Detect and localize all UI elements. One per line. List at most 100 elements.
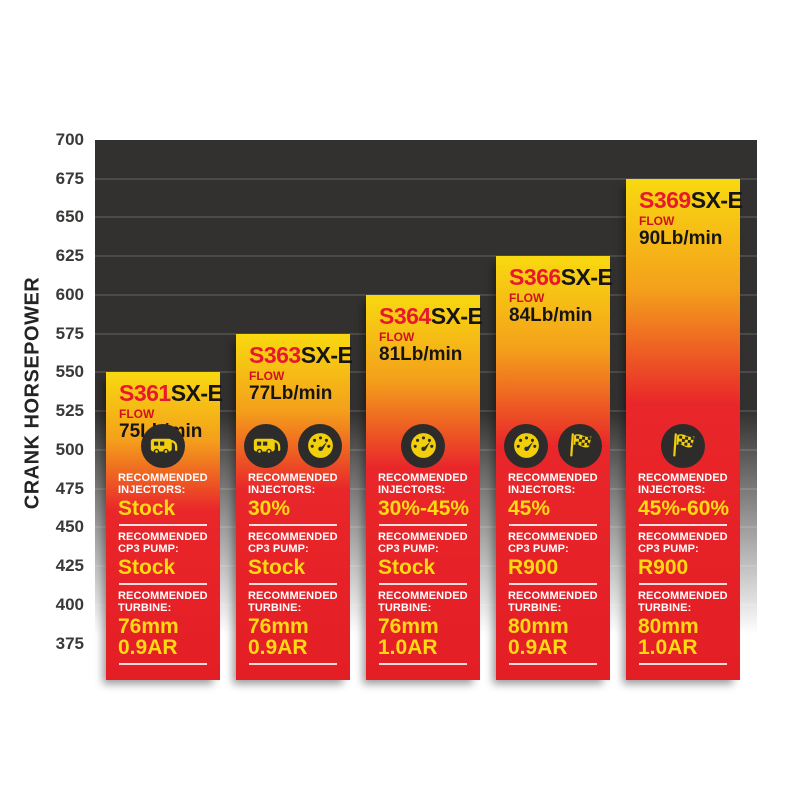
- model-number: S361: [119, 380, 171, 407]
- section-divider: [509, 662, 597, 665]
- section-divider: [249, 662, 337, 665]
- spec-section-header: RECOMMENDED TURBINE:: [248, 589, 338, 614]
- bar-header: S363SX-E FLOW 77Lb/min: [236, 334, 353, 404]
- spec-section-header: RECOMMENDED CP3 PUMP:: [248, 530, 338, 555]
- spec-section-value: 30%-45%: [378, 496, 470, 520]
- model-name: S366SX-E: [509, 264, 613, 291]
- spec-section: RECOMMENDED INJECTORS: 45%: [508, 472, 598, 526]
- checkered-flag-icon: [661, 423, 705, 468]
- model-number: S366: [509, 264, 561, 291]
- bar-specs: RECOMMENDED INJECTORS: 45% RECOMMENDED C…: [496, 423, 610, 680]
- spec-section-header: RECOMMENDED CP3 PUMP:: [638, 530, 728, 555]
- y-tick-label: 650: [55, 207, 84, 227]
- spec-section-value: Stock: [118, 555, 176, 579]
- model-number: S364: [379, 302, 431, 329]
- usage-icons-row: [118, 423, 208, 468]
- spec-section-header: RECOMMENDED INJECTORS:: [248, 471, 338, 496]
- spec-sections: RECOMMENDED INJECTORS: 30%-45% RECOMMEND…: [378, 472, 470, 665]
- model-series: SX-E: [170, 380, 223, 407]
- spec-section: RECOMMENDED CP3 PUMP: Stock: [118, 531, 208, 585]
- model-series: SX-E: [430, 302, 483, 329]
- gridline: [95, 216, 757, 219]
- turbo-bar-s364: S364SX-E FLOW 81Lb/min RECOMMENDED INJEC…: [366, 294, 483, 680]
- section-divider: [509, 523, 597, 526]
- spec-section-value: 45%-60%: [638, 496, 730, 520]
- flow-value: 90Lb/min: [639, 227, 723, 249]
- flow-value: 81Lb/min: [379, 343, 463, 365]
- bar-specs: RECOMMENDED INJECTORS: 30%-45% RECOMMEND…: [366, 423, 480, 680]
- y-tick-label: 700: [55, 130, 84, 149]
- turbo-bar-s366: S366SX-E FLOW 84Lb/min: [496, 256, 613, 680]
- spec-sections: RECOMMENDED INJECTORS: 30% RECOMMENDED C…: [248, 472, 338, 665]
- spec-section-header: RECOMMENDED TURBINE:: [378, 589, 468, 614]
- section-divider: [379, 662, 467, 665]
- section-divider: [379, 582, 467, 585]
- spec-section-header: RECOMMENDED TURBINE:: [118, 589, 208, 614]
- spec-section-header: RECOMMENDED INJECTORS:: [638, 471, 728, 496]
- y-tick-label: 575: [55, 323, 84, 343]
- flow-label: FLOW: [509, 291, 545, 306]
- usage-icons-row: [638, 423, 728, 468]
- spec-section: RECOMMENDED TURBINE: 76mm 1.0AR: [378, 590, 468, 665]
- spec-section-header: RECOMMENDED CP3 PUMP:: [378, 530, 468, 555]
- spec-sections: RECOMMENDED INJECTORS: Stock RECOMMENDED…: [118, 472, 208, 665]
- flow-label: FLOW: [119, 407, 155, 422]
- flow-value: 84Lb/min: [509, 305, 593, 327]
- section-divider: [639, 582, 727, 585]
- model-name: S363SX-E: [249, 341, 353, 368]
- spec-section: RECOMMENDED INJECTORS: Stock: [118, 472, 208, 526]
- gauge-icon: [401, 423, 445, 468]
- y-tick-label: 400: [55, 594, 84, 614]
- section-divider: [639, 662, 727, 665]
- spec-sections: RECOMMENDED INJECTORS: 45%-60% RECOMMEND…: [638, 471, 730, 665]
- spec-section-value: 80mm 0.9AR: [508, 614, 569, 659]
- model-series: SX-E: [300, 341, 353, 368]
- y-tick-label: 550: [55, 362, 84, 382]
- model-number: S363: [249, 341, 301, 368]
- spec-section-value: 45%: [508, 496, 551, 520]
- checkered-flag-icon: [558, 423, 602, 468]
- section-divider: [379, 523, 467, 526]
- turbo-bar-s361: S361SX-E FLOW 75Lb/min RECOMMENDED INJEC…: [106, 372, 223, 680]
- model-name: S364SX-E: [379, 302, 483, 329]
- model-name: S369SX-E: [639, 186, 743, 213]
- spec-section-value: R900: [638, 555, 689, 579]
- model-series: SX-E: [690, 186, 743, 213]
- spec-section: RECOMMENDED INJECTORS: 45%-60%: [638, 471, 730, 526]
- bar-specs: RECOMMENDED INJECTORS: 30% RECOMMENDED C…: [236, 423, 350, 680]
- bar-header: S364SX-E FLOW 81Lb/min: [366, 295, 483, 365]
- spec-section: RECOMMENDED CP3 PUMP: R900: [508, 531, 598, 585]
- spec-section-value: Stock: [118, 496, 176, 520]
- y-tick-label: 625: [55, 246, 84, 266]
- y-tick-label: 450: [55, 517, 84, 537]
- spec-section-header: RECOMMENDED CP3 PUMP:: [508, 530, 598, 555]
- spec-section-header: RECOMMENDED TURBINE:: [508, 589, 598, 614]
- spec-section-value: 76mm 0.9AR: [118, 614, 179, 659]
- bar-specs: RECOMMENDED INJECTORS: 45%-60% RECOMMEND…: [626, 423, 740, 680]
- flow-label: FLOW: [639, 213, 675, 228]
- spec-section-value: 30%: [248, 496, 291, 520]
- gauge-icon: [504, 423, 548, 468]
- y-tick-label: 500: [55, 439, 84, 459]
- spec-section: RECOMMENDED TURBINE: 80mm 0.9AR: [508, 590, 598, 665]
- spec-section-value: 76mm 0.9AR: [248, 614, 309, 659]
- model-series: SX-E: [560, 264, 613, 291]
- section-divider: [119, 662, 207, 665]
- spec-section: RECOMMENDED TURBINE: 76mm 0.9AR: [248, 590, 338, 665]
- rv-camper-icon: [141, 423, 185, 468]
- spec-section-value: 80mm 1.0AR: [638, 614, 699, 659]
- spec-section: RECOMMENDED INJECTORS: 30%: [248, 472, 338, 526]
- y-axis-title: CRANK HORSEPOWER: [21, 276, 44, 510]
- spec-section: RECOMMENDED INJECTORS: 30%-45%: [378, 472, 470, 526]
- spec-section-value: R900: [508, 555, 559, 579]
- model-number: S369: [639, 186, 691, 213]
- section-divider: [509, 582, 597, 585]
- section-divider: [249, 523, 337, 526]
- rv-camper-icon: [244, 423, 288, 468]
- y-tick-label: 525: [55, 401, 84, 421]
- section-divider: [119, 582, 207, 585]
- section-divider: [119, 523, 207, 526]
- spec-section: RECOMMENDED TURBINE: 80mm 1.0AR: [638, 590, 728, 665]
- spec-section: RECOMMENDED CP3 PUMP: Stock: [248, 531, 338, 585]
